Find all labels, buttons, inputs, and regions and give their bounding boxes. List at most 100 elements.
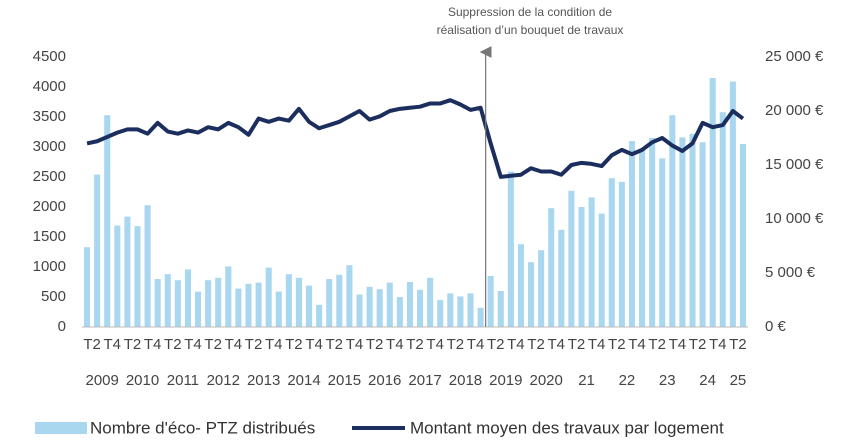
bar xyxy=(507,171,514,327)
bar xyxy=(195,291,202,327)
bar xyxy=(94,174,101,327)
bar xyxy=(427,277,434,327)
year-label: 2014 xyxy=(287,372,320,389)
year-label: 24 xyxy=(699,372,716,389)
x-tick-label: T4 xyxy=(628,336,646,353)
bar xyxy=(366,286,373,327)
year-label: 2019 xyxy=(489,372,522,389)
x-tick-label: T2 xyxy=(608,336,626,353)
x-tick-label: T4 xyxy=(669,336,687,353)
x-tick-label: T4 xyxy=(467,336,485,353)
x-tick-label: T4 xyxy=(548,336,566,353)
bar xyxy=(729,81,736,327)
y-tick-label: 4000 xyxy=(33,78,66,95)
year-label: 21 xyxy=(578,372,595,389)
bar xyxy=(457,296,464,327)
bar xyxy=(346,265,353,327)
x-tick-label: T4 xyxy=(426,336,444,353)
bar xyxy=(588,197,595,327)
legend-swatch xyxy=(35,422,87,434)
year-label: 2013 xyxy=(247,372,280,389)
x-tick-label: T2 xyxy=(729,336,747,353)
bar xyxy=(628,141,635,327)
x-tick-label: T4 xyxy=(305,336,323,353)
bar xyxy=(467,293,474,327)
x-tick-label: T2 xyxy=(527,336,545,353)
year-label: 2012 xyxy=(207,372,240,389)
y-tick-label: 0 xyxy=(58,318,66,335)
year-label: 2010 xyxy=(126,372,159,389)
bar xyxy=(285,274,292,327)
x-tick-label: T4 xyxy=(386,336,404,353)
bar xyxy=(275,291,282,327)
bar xyxy=(669,115,676,327)
bar xyxy=(336,274,343,327)
year-label: 25 xyxy=(730,372,747,389)
bar xyxy=(699,142,706,327)
x-tick-label: T2 xyxy=(568,336,586,353)
bar xyxy=(114,225,121,327)
x-tick-label: T2 xyxy=(285,336,303,353)
y2-tick-label: 5 000 € xyxy=(765,264,816,281)
x-tick-label: T4 xyxy=(507,336,525,353)
bar xyxy=(134,226,141,327)
bar xyxy=(618,181,625,327)
bar xyxy=(396,297,403,327)
bar xyxy=(124,216,131,327)
y-tick-label: 2000 xyxy=(33,198,66,215)
y2-tick-label: 20 000 € xyxy=(765,102,824,119)
bar xyxy=(245,283,252,327)
bar xyxy=(517,244,524,327)
y2-tick-label: 25 000 € xyxy=(765,48,824,65)
bar xyxy=(174,280,181,327)
x-tick-label: T2 xyxy=(204,336,222,353)
x-tick-label: T2 xyxy=(326,336,344,353)
y-tick-label: 2500 xyxy=(33,168,66,185)
bar xyxy=(255,282,262,327)
bar xyxy=(477,307,484,327)
x-tick-label: T2 xyxy=(366,336,384,353)
bar xyxy=(164,274,171,327)
bar xyxy=(568,190,575,327)
bar xyxy=(306,285,313,327)
bar xyxy=(689,133,696,327)
year-label: 2011 xyxy=(167,372,199,389)
bar xyxy=(487,276,494,327)
bar xyxy=(649,138,656,327)
annotation: réalisation d’un bouquet de travaux xyxy=(437,23,624,37)
bar xyxy=(84,247,91,327)
bar xyxy=(598,213,605,327)
bar xyxy=(709,78,716,327)
bar xyxy=(719,112,726,327)
bar xyxy=(406,282,413,327)
bar xyxy=(215,277,222,327)
y-tick-label: 1000 xyxy=(33,258,66,275)
x-tick-label: T2 xyxy=(124,336,142,353)
bar xyxy=(659,158,666,327)
bar xyxy=(558,229,565,327)
bar xyxy=(235,288,242,327)
x-tick-label: T4 xyxy=(265,336,283,353)
bar xyxy=(144,205,151,327)
x-tick-label: T2 xyxy=(406,336,424,353)
x-tick-label: T2 xyxy=(648,336,666,353)
year-label: 2018 xyxy=(449,372,482,389)
year-label: 2016 xyxy=(368,372,401,389)
x-tick-label: T4 xyxy=(104,336,122,353)
x-tick-label: T4 xyxy=(709,336,727,353)
bar xyxy=(295,277,302,327)
bar xyxy=(528,262,535,327)
x-tick-label: T4 xyxy=(588,336,606,353)
bar xyxy=(205,280,212,327)
bar xyxy=(376,289,383,327)
y-tick-label: 3000 xyxy=(33,138,66,155)
bar xyxy=(225,266,232,327)
x-tick-label: T4 xyxy=(184,336,202,353)
x-tick-label: T2 xyxy=(689,336,707,353)
year-label: 2017 xyxy=(408,372,441,389)
year-label: 2009 xyxy=(85,372,118,389)
y-tick-label: 3500 xyxy=(33,108,66,125)
bar xyxy=(578,207,585,327)
annotation: Suppression de la condition de xyxy=(448,5,612,19)
